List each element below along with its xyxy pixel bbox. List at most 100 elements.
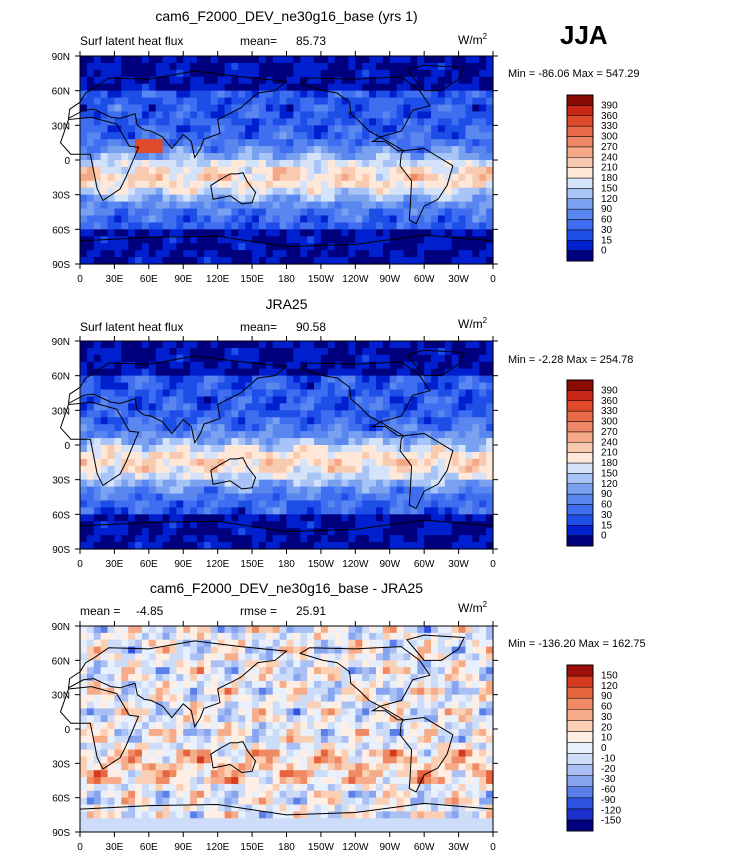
field-cell (141, 396, 150, 404)
field-cell (334, 76, 343, 85)
field-cell (465, 361, 473, 370)
field-cell (486, 341, 494, 349)
field-cell (141, 431, 150, 439)
field-cell (252, 132, 260, 140)
field-cell (486, 222, 494, 230)
field-cell (424, 742, 432, 751)
field-cell (286, 445, 294, 453)
field-cell (265, 62, 274, 71)
field-cell (362, 56, 370, 64)
field-cell (155, 722, 164, 730)
field-cell (307, 694, 315, 703)
field-cell (424, 451, 432, 460)
field-cell (93, 438, 102, 446)
field-cell (135, 458, 143, 467)
field-cell (320, 424, 329, 432)
field-cell (341, 680, 350, 689)
field-cell (486, 361, 494, 370)
field-cell (300, 749, 308, 758)
field-cell (375, 229, 384, 237)
field-cell (375, 632, 384, 641)
field-cell (210, 180, 219, 189)
field-cell (141, 56, 150, 64)
field-cell (486, 431, 494, 439)
field-cell (300, 653, 308, 661)
field-cell (93, 735, 102, 744)
field-cell (444, 521, 453, 529)
field-cell (362, 222, 370, 230)
field-cell (176, 646, 184, 655)
field-cell (472, 701, 480, 709)
field-cell (245, 424, 253, 432)
field-cell (396, 118, 405, 126)
field-cell (272, 715, 281, 723)
field-cell (327, 493, 336, 502)
field-cell (320, 660, 329, 668)
field-cell (382, 729, 391, 737)
field-cell (396, 76, 405, 85)
field-cell (217, 451, 226, 460)
field-cell (265, 424, 274, 432)
field-cell (100, 229, 109, 237)
field-cell (176, 76, 184, 85)
field-cell (279, 375, 288, 384)
field-cell (479, 701, 487, 709)
field-cell (300, 341, 308, 349)
field-cell (93, 104, 102, 113)
field-cell (155, 173, 164, 182)
field-cell (86, 375, 95, 384)
field-cell (389, 542, 398, 550)
field-cell (93, 83, 102, 92)
field-cell (141, 76, 150, 85)
field-cell (348, 458, 356, 467)
field-cell (424, 180, 432, 189)
field-cell (458, 500, 467, 508)
field-cell (458, 180, 467, 189)
field-cell (362, 354, 370, 363)
field-cell (410, 243, 418, 251)
field-cell (320, 493, 329, 502)
field-cell (369, 160, 377, 168)
field-cell (128, 389, 136, 398)
field-cell (183, 521, 191, 529)
field-cell (279, 417, 288, 425)
field-cell (148, 90, 157, 99)
field-cell (155, 424, 164, 432)
field-cell (107, 756, 116, 764)
field-cell (114, 180, 122, 189)
field-cell (382, 514, 391, 522)
field-cell (176, 396, 184, 404)
colorbar-swatch (566, 421, 594, 433)
field-cell (472, 521, 480, 529)
field-cell (472, 187, 480, 196)
field-cell (155, 528, 164, 536)
field-cell (100, 146, 109, 154)
field-cell (121, 194, 129, 203)
field-cell (479, 187, 487, 196)
field-cell (155, 146, 164, 154)
field-cell (465, 208, 473, 217)
field-cell (176, 458, 184, 467)
field-cell (190, 76, 198, 85)
field-cell (183, 341, 191, 349)
field-cell (382, 417, 391, 425)
field-cell (86, 389, 95, 398)
field-cell (382, 639, 391, 648)
field-cell (341, 104, 350, 113)
field-cell (300, 660, 308, 668)
field-cell (458, 646, 467, 655)
field-cell (86, 646, 95, 655)
field-cell (300, 708, 308, 716)
field-cell (369, 465, 377, 474)
field-cell (245, 701, 253, 709)
field-cell (210, 236, 219, 244)
field-cell (203, 701, 212, 709)
field-cell (210, 708, 219, 716)
field-cell (231, 694, 239, 703)
field-cell (169, 146, 177, 154)
field-cell (320, 56, 329, 64)
field-cell (155, 542, 164, 550)
field-cell (396, 701, 405, 709)
field-cell (210, 166, 219, 175)
